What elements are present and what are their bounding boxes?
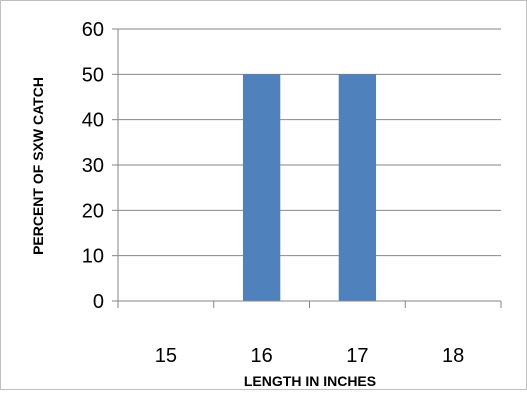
x-tick-labels: 15 16 17 18 — [155, 345, 465, 367]
y-tick-label: 60 — [82, 19, 104, 41]
y-tick-labels: 0 10 20 30 40 50 60 — [82, 19, 104, 313]
x-axis-title: LENGTH IN INCHES — [244, 373, 376, 389]
gridlines — [112, 28, 501, 302]
y-tick-label: 50 — [82, 64, 104, 86]
y-tick-label: 40 — [82, 110, 104, 132]
bars — [242, 74, 377, 301]
axes — [117, 29, 502, 308]
x-tick-label: 15 — [155, 345, 177, 367]
x-tick-label: 18 — [442, 345, 464, 367]
bar-17 — [338, 74, 377, 301]
y-tick-label: 0 — [93, 291, 104, 313]
y-tick-label: 30 — [82, 155, 104, 177]
y-tick-label: 20 — [82, 200, 104, 222]
x-tick-label: 17 — [346, 345, 368, 367]
y-axis-title: PERCENT OF SXW CATCH — [30, 77, 46, 255]
x-tick-label: 16 — [251, 345, 273, 367]
y-tick-label: 10 — [82, 246, 104, 268]
bar-16 — [242, 74, 281, 301]
